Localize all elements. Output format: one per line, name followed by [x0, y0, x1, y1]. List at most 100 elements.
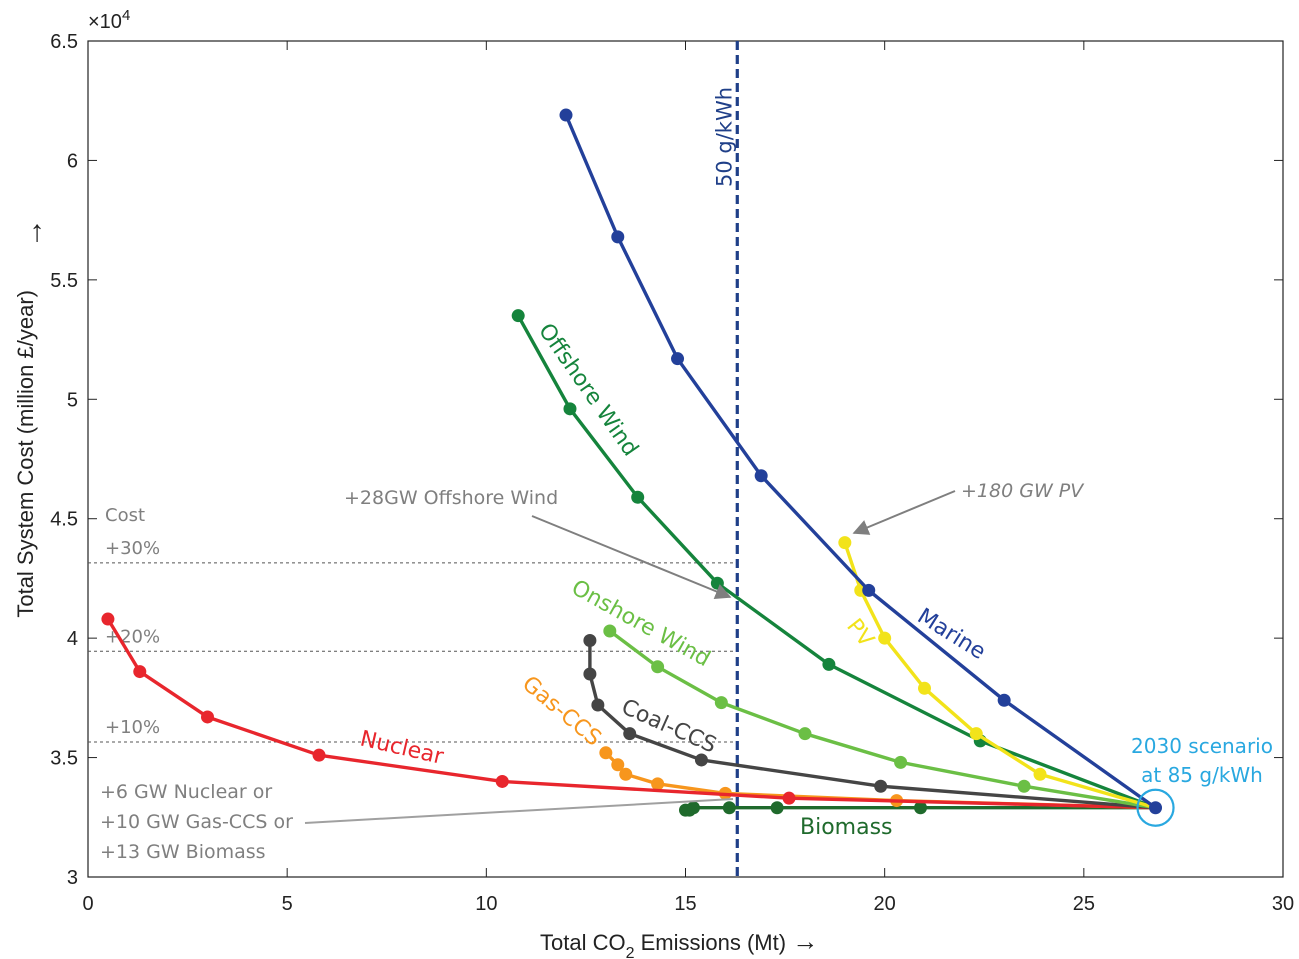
y-tick-label: 6 [67, 150, 78, 172]
x-tick-label: 25 [1073, 893, 1095, 915]
plot-area [87, 40, 1284, 878]
y-tick-label: 4 [67, 628, 78, 650]
x-axis-title: Total CO2 Emissions (Mt) → [540, 926, 818, 959]
y-multiplier-label: ×104 [88, 7, 130, 33]
y-tick-label: 5 [67, 389, 78, 411]
data-point [312, 748, 326, 762]
data-point [1017, 779, 1031, 793]
data-point [770, 801, 784, 815]
x-axis-ticks: 0 5 10 15 20 25 30 [82, 41, 1294, 915]
series-onshore-wind [603, 624, 1156, 810]
y-axis-arrow: → [16, 218, 49, 248]
data-point [782, 791, 796, 805]
baseline-label: at 85 g/kWh [1141, 763, 1263, 787]
series-group [101, 108, 1175, 827]
data-point [969, 727, 983, 741]
data-point [651, 660, 665, 674]
x-title-subscript: 2 [626, 945, 635, 959]
cost-threshold-lines: +30% +20% +10% Cost [88, 505, 738, 743]
data-point [914, 801, 928, 815]
data-point [918, 681, 931, 695]
data-point [623, 727, 637, 741]
y-tick-label: 4.5 [50, 509, 78, 531]
x-tick-label: 0 [82, 893, 93, 915]
data-point [619, 767, 633, 781]
data-point [583, 667, 597, 681]
data-point [694, 753, 708, 767]
annotation-firm: +13 GW Biomass [100, 841, 266, 863]
data-point [754, 469, 768, 483]
threshold-label: 50 g/kWh [712, 87, 736, 187]
series-line [516, 314, 1157, 810]
x-title-main: Total CO [540, 930, 626, 955]
x-tick-label: 5 [282, 893, 293, 915]
data-point [710, 576, 724, 590]
data-point [894, 755, 908, 769]
data-point [599, 746, 613, 760]
data-point [611, 230, 625, 244]
series-line [564, 114, 1157, 810]
data-point [563, 402, 577, 416]
emission-threshold-line: 50 g/kWh [712, 41, 739, 877]
cost-line-label: +20% [105, 626, 160, 647]
x-title-arrow: → [792, 926, 818, 956]
data-point [511, 309, 525, 323]
data-point [559, 108, 573, 122]
x-title-tail: Emissions (Mt) [635, 930, 793, 955]
data-point [495, 774, 509, 788]
data-point [686, 801, 700, 815]
data-point [603, 624, 617, 638]
data-point [201, 710, 214, 724]
x-tick-label: 10 [475, 893, 497, 915]
annotation-firm: +6 GW Nuclear or [100, 781, 272, 803]
data-point [874, 779, 888, 793]
data-point [611, 758, 625, 772]
data-point [1033, 767, 1047, 781]
cost-title: Cost [105, 505, 145, 526]
annotation-offshore: +28GW Offshore Wind [344, 487, 558, 509]
data-point [822, 657, 836, 671]
y-multiplier-exponent: 4 [122, 7, 130, 24]
data-point [671, 352, 685, 366]
data-point [631, 490, 645, 504]
series-coal-ccs [583, 634, 1156, 810]
series-marine [559, 108, 1157, 810]
cost-line-label: +30% [105, 538, 160, 559]
series-line [843, 542, 1157, 810]
baseline-label: 2030 scenario [1131, 734, 1273, 758]
data-point [997, 693, 1011, 707]
y-tick-label: 3 [67, 867, 78, 889]
data-point [651, 777, 665, 791]
y-axis-title: Total System Cost (million £/year) [13, 290, 38, 618]
data-point [583, 634, 597, 648]
data-point [878, 631, 892, 645]
cost-line-label: +10% [105, 717, 160, 738]
annotation-arrow [531, 515, 732, 599]
annotations: 2030 scenario at 85 g/kWh +28GW Offshore W… [100, 480, 1273, 863]
data-point [798, 727, 812, 741]
series-biomass [679, 801, 1156, 817]
y-tick-label: 5.5 [50, 270, 78, 292]
series-label: Offshore Wind [533, 319, 643, 461]
axis-titles: Total CO2 Emissions (Mt) → Total System C… [13, 218, 818, 959]
data-point [591, 698, 605, 712]
data-point [722, 801, 736, 815]
y-axis-ticks: 33.544.555.566.5×104 [50, 7, 1283, 889]
y-tick-label: 6.5 [50, 31, 78, 53]
y-multiplier-base: ×10 [88, 11, 122, 33]
y-tick-label: 3.5 [50, 748, 78, 770]
data-point [133, 665, 147, 679]
baseline-marker-ring [1136, 788, 1175, 827]
data-point [101, 612, 115, 626]
annotation-pv: +180 GW PV [961, 480, 1085, 502]
data-point [714, 696, 728, 710]
series-label: PV [841, 614, 878, 652]
annotation-arrow [852, 490, 956, 535]
series-label: Biomass [800, 815, 893, 840]
annotation-connector [304, 798, 734, 824]
baseline-point [1149, 801, 1163, 815]
series-nuclear [101, 612, 1156, 810]
series-offshore-wind [511, 309, 1157, 810]
x-tick-label: 15 [674, 893, 696, 915]
